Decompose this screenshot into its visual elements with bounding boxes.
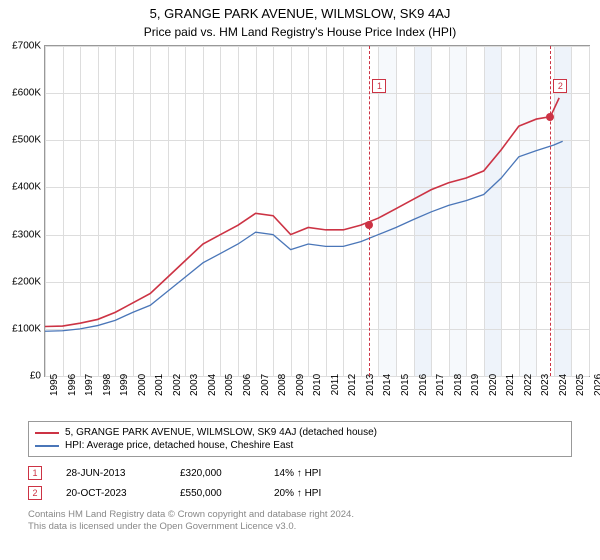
legend-item: HPI: Average price, detached house, Ches… xyxy=(35,439,565,452)
y-axis-label: £700K xyxy=(12,41,45,52)
x-axis-label: 2001 xyxy=(150,365,165,387)
x-axis-label: 1998 xyxy=(98,365,113,387)
event-marker-line xyxy=(369,46,370,376)
x-axis-label: 2026 xyxy=(589,365,600,387)
x-axis-label: 2014 xyxy=(378,365,393,387)
x-axis-label: 2004 xyxy=(203,365,218,387)
x-axis-label: 1996 xyxy=(63,365,78,387)
x-axis-label: 2009 xyxy=(291,365,306,387)
y-axis-label: £200K xyxy=(12,276,45,287)
x-axis-label: 2013 xyxy=(361,365,376,387)
x-axis-label: 2008 xyxy=(273,365,288,387)
x-axis-label: 2022 xyxy=(519,365,534,387)
legend-item: 5, GRANGE PARK AVENUE, WILMSLOW, SK9 4AJ… xyxy=(35,426,565,439)
event-hpi: 14% ↑ HPI xyxy=(274,468,364,479)
x-axis-label: 2016 xyxy=(414,365,429,387)
x-axis-label: 1995 xyxy=(45,365,60,387)
x-axis-label: 2005 xyxy=(220,365,235,387)
event-marker-badge: 1 xyxy=(372,79,386,93)
x-axis-label: 2010 xyxy=(308,365,323,387)
event-table: 1 28-JUN-2013 £320,000 14% ↑ HPI 2 20-OCT-202… xyxy=(28,463,572,503)
x-axis-label: 2007 xyxy=(256,365,271,387)
event-point-dot xyxy=(365,221,373,229)
event-date: 28-JUN-2013 xyxy=(66,468,156,479)
y-axis-label: £600K xyxy=(12,88,45,99)
series-line-address xyxy=(45,98,559,327)
event-badge: 2 xyxy=(28,486,42,500)
event-badge: 1 xyxy=(28,466,42,480)
x-axis-label: 2011 xyxy=(326,365,341,387)
legend-label: HPI: Average price, detached house, Ches… xyxy=(65,440,293,451)
y-axis-label: £400K xyxy=(12,182,45,193)
y-axis-label: £500K xyxy=(12,135,45,146)
series-svg xyxy=(45,46,589,376)
x-axis-label: 2000 xyxy=(133,365,148,387)
x-axis-label: 2024 xyxy=(554,365,569,387)
x-axis-label: 2006 xyxy=(238,365,253,387)
x-axis-label: 2012 xyxy=(343,365,358,387)
event-price: £550,000 xyxy=(180,488,250,499)
x-axis-label: 2020 xyxy=(484,365,499,387)
x-axis-label: 2018 xyxy=(449,365,464,387)
chart-container: 5, GRANGE PARK AVENUE, WILMSLOW, SK9 4AJ… xyxy=(0,0,600,560)
event-marker-line xyxy=(550,46,551,376)
x-axis-label: 2017 xyxy=(431,365,446,387)
x-axis-label: 2002 xyxy=(168,365,183,387)
x-axis-label: 1999 xyxy=(115,365,130,387)
event-hpi: 20% ↑ HPI xyxy=(274,488,364,499)
x-axis-label: 2023 xyxy=(536,365,551,387)
legend-swatch xyxy=(35,445,59,447)
event-point-dot xyxy=(546,113,554,121)
y-axis-label: £300K xyxy=(12,229,45,240)
attribution: Contains HM Land Registry data © Crown c… xyxy=(28,509,572,534)
page-subtitle: Price paid vs. HM Land Registry's House … xyxy=(0,21,600,45)
attribution-line-1: Contains HM Land Registry data © Crown c… xyxy=(28,509,572,521)
legend-label: 5, GRANGE PARK AVENUE, WILMSLOW, SK9 4AJ… xyxy=(65,427,377,438)
x-axis-label: 2021 xyxy=(501,365,516,387)
event-date: 20-OCT-2023 xyxy=(66,488,156,499)
legend-swatch xyxy=(35,432,59,434)
event-table-row: 2 20-OCT-2023 £550,000 20% ↑ HPI xyxy=(28,483,572,503)
event-table-row: 1 28-JUN-2013 £320,000 14% ↑ HPI xyxy=(28,463,572,483)
x-axis-label: 2025 xyxy=(571,365,586,387)
y-axis-label: £100K xyxy=(12,323,45,334)
x-axis-label: 1997 xyxy=(80,365,95,387)
event-price: £320,000 xyxy=(180,468,250,479)
legend-box: 5, GRANGE PARK AVENUE, WILMSLOW, SK9 4AJ… xyxy=(28,421,572,457)
plot-area: £0£100K£200K£300K£400K£500K£600K£700K199… xyxy=(44,45,590,377)
attribution-line-2: This data is licensed under the Open Gov… xyxy=(28,521,572,533)
x-axis-label: 2019 xyxy=(466,365,481,387)
y-axis-label: £0 xyxy=(30,371,45,382)
x-axis-label: 2015 xyxy=(396,365,411,387)
x-axis-label: 2003 xyxy=(185,365,200,387)
chart-area: £0£100K£200K£300K£400K£500K£600K£700K199… xyxy=(44,45,590,415)
page-title: 5, GRANGE PARK AVENUE, WILMSLOW, SK9 4AJ xyxy=(0,0,600,21)
event-marker-badge: 2 xyxy=(553,79,567,93)
